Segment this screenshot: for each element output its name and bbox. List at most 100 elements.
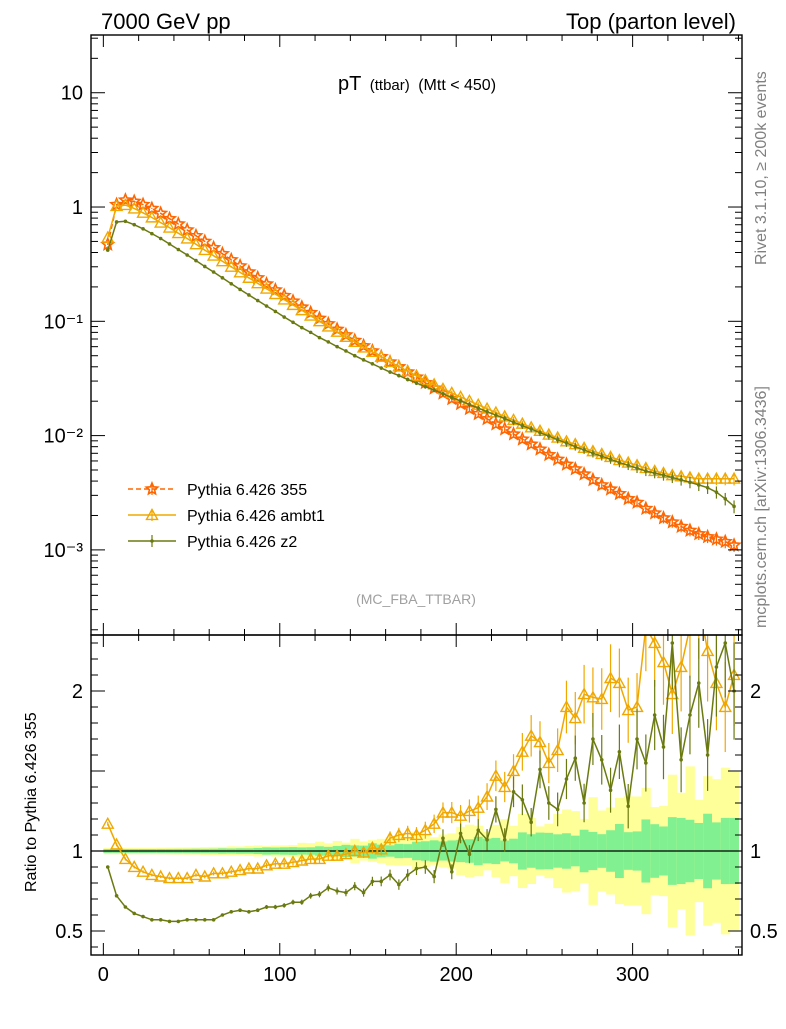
main-series-1-point xyxy=(136,205,150,218)
main-series-2-point xyxy=(696,483,701,487)
main-series-2-line xyxy=(107,220,735,507)
ratio-series-0-point xyxy=(215,866,230,879)
ratio-series-0-point xyxy=(392,828,406,841)
main-series-2-point xyxy=(547,434,551,438)
y-tick-label: 10⁻³ xyxy=(44,540,84,562)
ratio-series-layer xyxy=(101,635,741,924)
ratio-y-tick-label: 1 xyxy=(72,841,83,863)
main-series-1-point xyxy=(348,334,362,348)
main-series-2-point xyxy=(229,281,234,286)
y-tick-label: 10⁻¹ xyxy=(44,311,84,333)
legend: Pythia 6.426 355 Pythia 6.426 ambt1 Pythia… xyxy=(128,480,325,551)
ratio-series-1-point xyxy=(176,919,181,924)
ratio-series-0-point xyxy=(612,676,627,689)
main-series-2-point xyxy=(379,366,384,370)
main-series-0-point xyxy=(664,514,681,529)
ratio-series-0-point xyxy=(365,840,380,853)
ratio-series-1-point xyxy=(123,905,128,909)
header-right: Top (parton level) xyxy=(566,9,736,34)
ratio-series-1-point xyxy=(485,838,489,842)
main-series-1-point xyxy=(145,210,159,223)
main-series-1-point xyxy=(101,230,115,243)
main-series-2-point xyxy=(158,236,163,241)
ratio-series-1-point xyxy=(449,870,454,874)
main-series-0-point xyxy=(576,466,592,481)
main-series-0-point xyxy=(682,522,698,537)
ratio-series-0-point xyxy=(506,764,521,777)
ratio-series-0-point xyxy=(268,856,283,869)
ratio-series-1-point xyxy=(476,828,481,832)
ratio-y-tick-label-right: 0.5 xyxy=(750,921,778,943)
main-series-2-point xyxy=(520,423,525,428)
main-series-0-point xyxy=(638,500,654,516)
main-series-0-point xyxy=(523,436,539,451)
ratio-ylabel: Ratio to Pythia 6.426 355 xyxy=(23,712,40,892)
main-series-1-point xyxy=(383,355,397,368)
main-series-1-point xyxy=(312,314,327,327)
ratio-series-1-point xyxy=(229,910,234,914)
main-series-0-point xyxy=(699,528,716,544)
main-series-0-point xyxy=(691,525,707,541)
main-series-0-point xyxy=(602,481,619,496)
main-series-1-point xyxy=(109,199,124,212)
ratio-series-1-point xyxy=(185,918,189,922)
ratio-series-1-point xyxy=(308,894,313,898)
main-series-2-point xyxy=(705,485,710,490)
ratio-series-1-point xyxy=(538,767,542,772)
main-series-2-point xyxy=(661,473,666,478)
analysis-watermark: (MC_FBA_TTBAR) xyxy=(356,591,476,607)
main-series-0-point xyxy=(611,485,628,501)
main-series-2-point xyxy=(476,406,481,410)
ratio-series-1-point xyxy=(255,908,260,912)
main-series-1-point xyxy=(409,368,424,381)
main-series-2-point xyxy=(255,298,260,303)
ratio-series-0-point xyxy=(621,703,635,716)
x-tick-label: 200 xyxy=(440,964,473,986)
ratio-series-0-point xyxy=(259,858,274,871)
title-sub: (ttbar) xyxy=(370,77,410,94)
main-series-2-point xyxy=(141,226,145,231)
ratio-series-0-point xyxy=(233,863,247,876)
ratio-series-1-point xyxy=(361,890,366,895)
main-series-1-point xyxy=(286,298,300,311)
ratio-series-0-point xyxy=(427,816,441,829)
main-series-0-point xyxy=(267,281,284,297)
ratio-series-1-point xyxy=(264,905,269,909)
main-series-2-point xyxy=(300,325,304,330)
main-series-2-point xyxy=(494,413,498,417)
ratio-series-1-point xyxy=(573,756,578,760)
main-series-2-point xyxy=(370,361,375,366)
main-series-1-point xyxy=(400,364,415,377)
main-series-2-point xyxy=(670,475,675,480)
ratio-series-0-point xyxy=(445,805,459,818)
main-series-2-point xyxy=(344,349,348,353)
main-series-2-point xyxy=(635,466,639,470)
ratio-series-0-point xyxy=(674,660,688,673)
ratio-series-1-point xyxy=(326,886,331,890)
main-series-2-point xyxy=(458,399,463,403)
main-series-layer xyxy=(100,191,742,552)
main-series-2-point xyxy=(441,392,445,396)
ratio-series-1-point xyxy=(388,873,392,877)
main-series-2-point xyxy=(626,463,631,468)
main-series-2-point xyxy=(388,370,392,374)
main-series-2-point xyxy=(432,388,436,392)
ratio-series-1-point xyxy=(705,753,710,757)
main-series-0-point xyxy=(514,431,531,446)
main-series-1-point xyxy=(153,215,168,228)
ratio-y-tick-label-right: 2 xyxy=(750,681,761,703)
main-series-0-point xyxy=(567,460,583,476)
ratio-series-1-point xyxy=(458,831,463,836)
x-tick-label: 300 xyxy=(616,964,649,986)
ratio-series-0-point xyxy=(348,844,362,857)
main-series-0-point xyxy=(558,456,575,471)
ratio-series-0-point xyxy=(162,871,177,884)
ratio-series-0-point xyxy=(109,837,124,850)
ratio-series-1-point xyxy=(696,681,701,685)
ratio-series-1-point xyxy=(405,873,410,877)
ratio-series-1-point xyxy=(397,882,401,887)
main-series-2-point xyxy=(573,444,578,449)
ratio-series-0-point xyxy=(295,853,309,866)
main-series-0-point xyxy=(594,476,610,492)
